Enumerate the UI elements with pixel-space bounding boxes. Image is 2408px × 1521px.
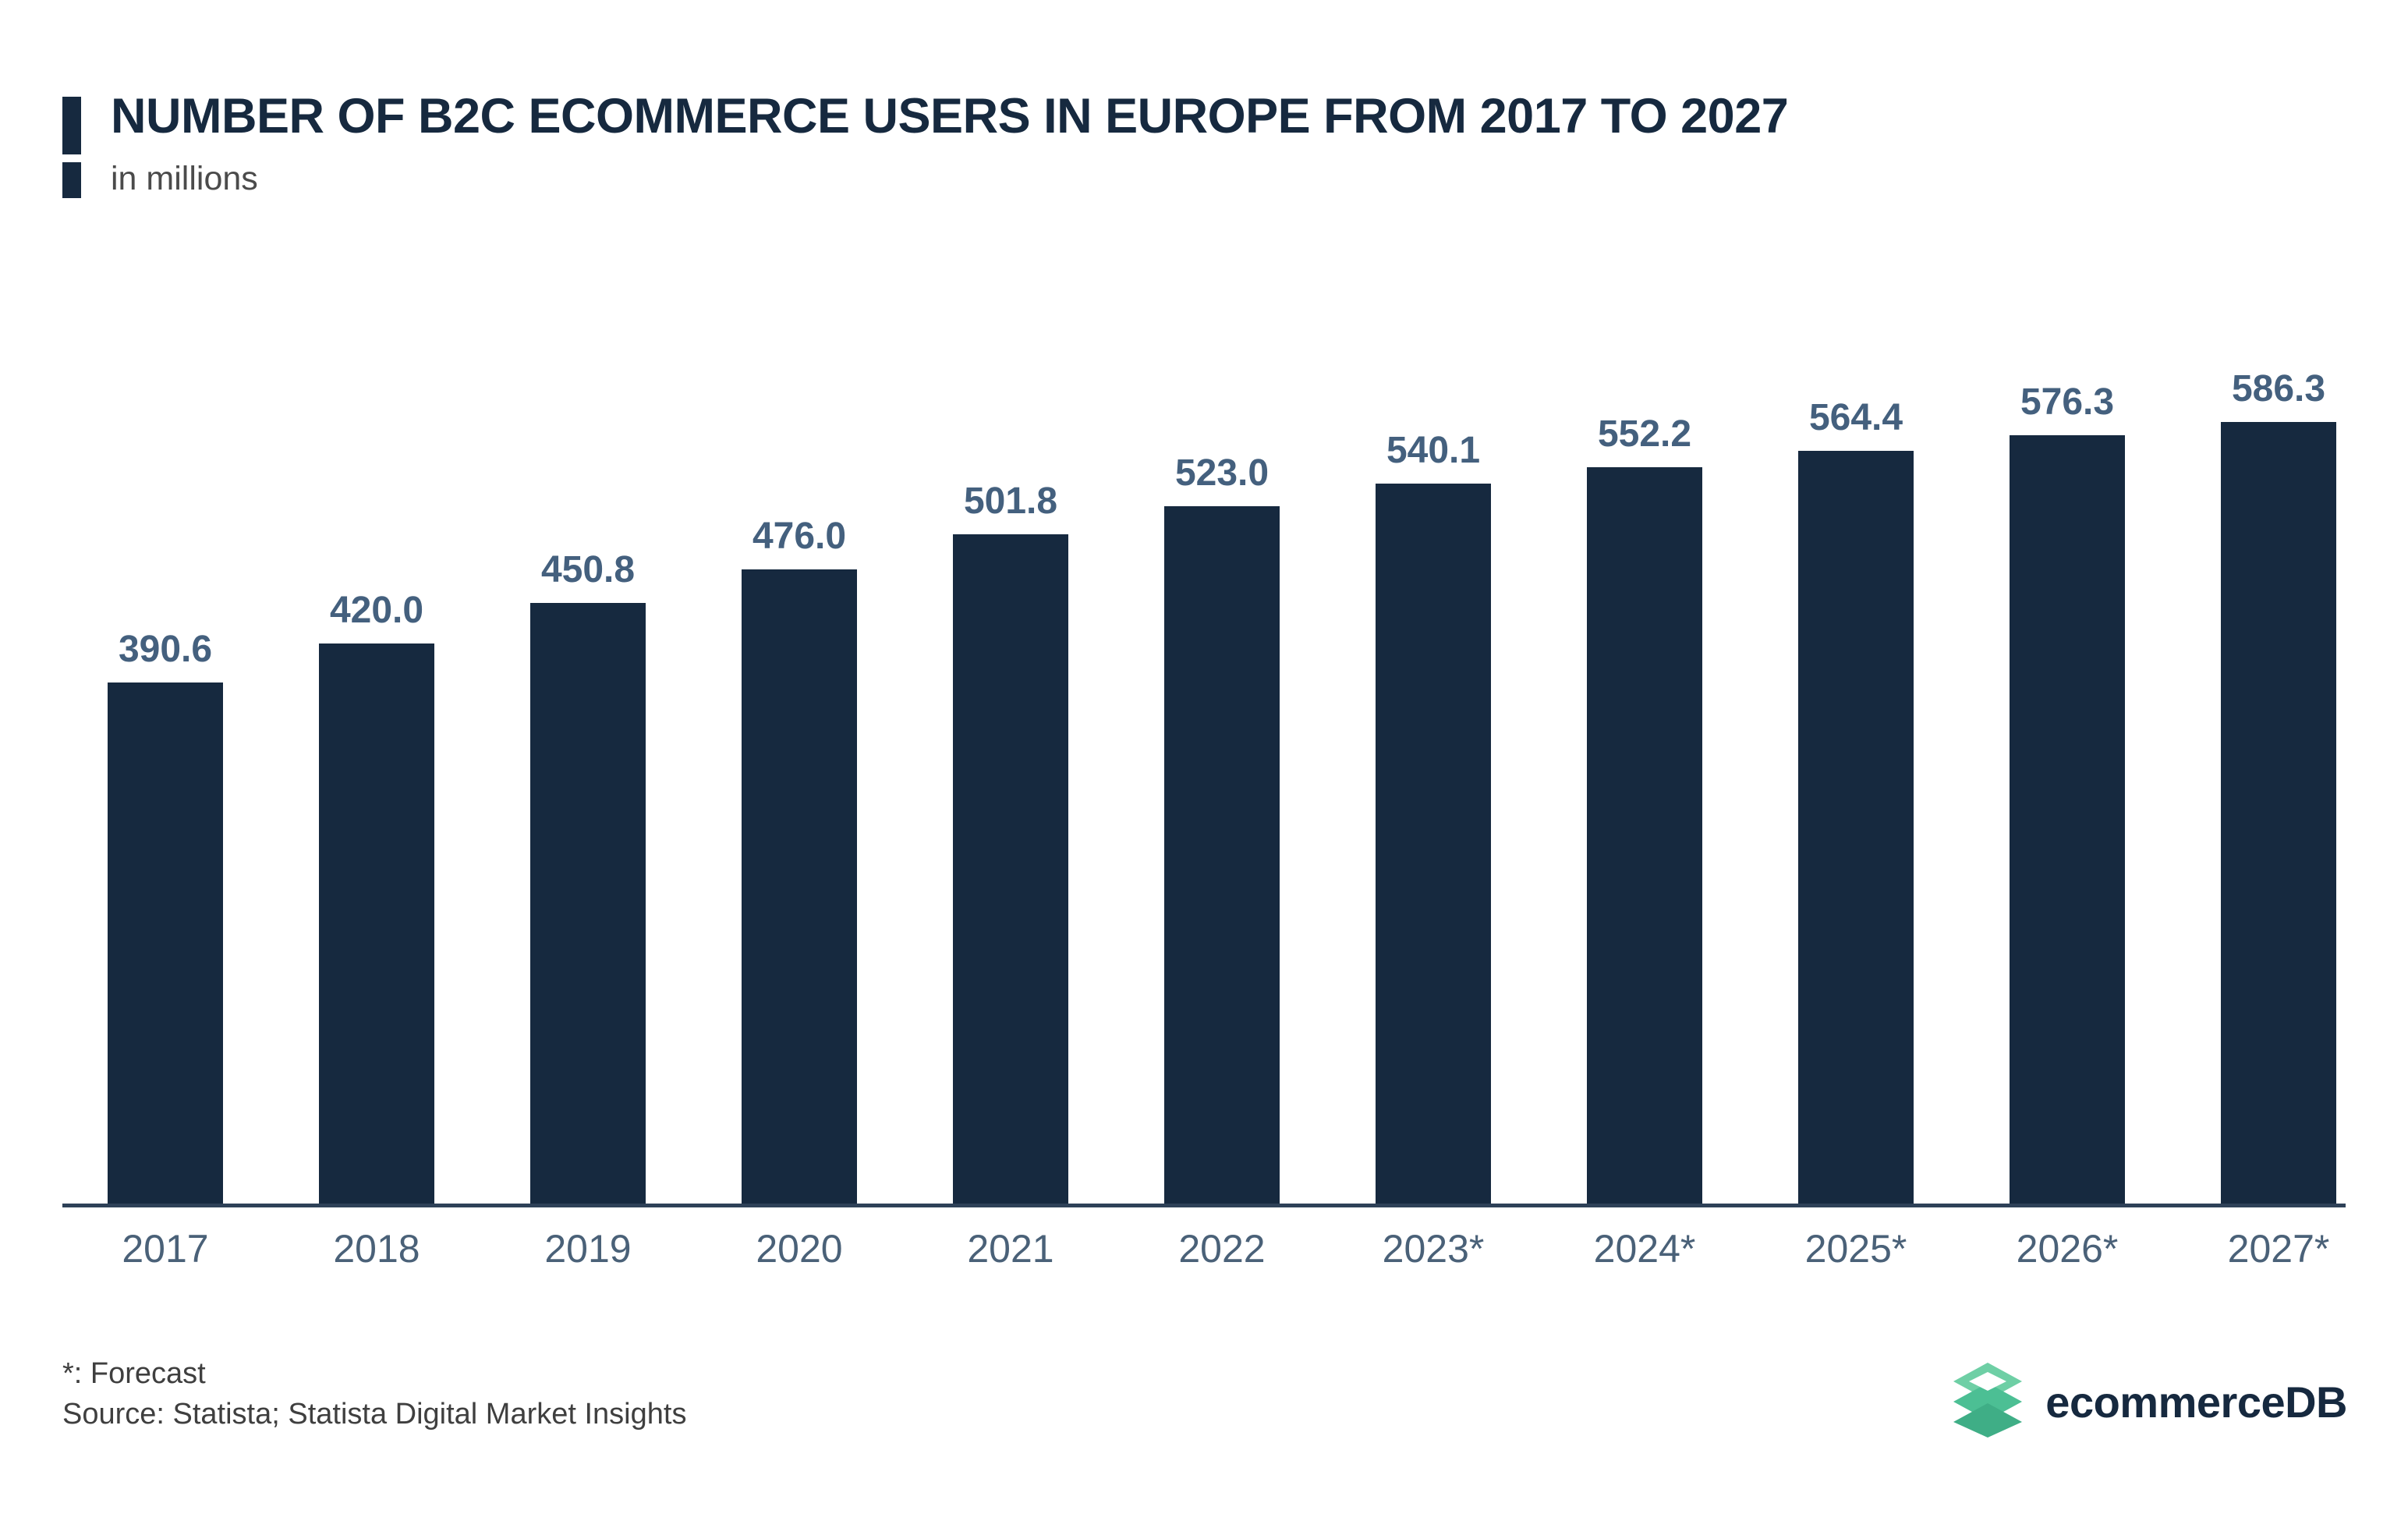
source-note: Source: Statista; Statista Digital Marke… <box>62 1398 687 1431</box>
tick-label-2018: 2018 <box>333 1227 420 1271</box>
tick-label-2026-forecast: 2026* <box>2016 1227 2119 1271</box>
bar-value-label: 420.0 <box>329 590 424 632</box>
forecast-note: *: Forecast <box>62 1357 206 1390</box>
title-accent-bar <box>62 97 81 154</box>
bar-rect <box>2010 435 2125 1204</box>
bar-rect <box>530 602 646 1204</box>
bar-2021: 501.8 <box>953 483 1068 1204</box>
bar-value-label: 576.3 <box>2020 381 2115 424</box>
bar-value-label: 564.4 <box>1808 397 1903 439</box>
tick-label-2023-forecast: 2023* <box>1382 1227 1485 1271</box>
tick-label-2020: 2020 <box>756 1227 843 1271</box>
tick-label-2019: 2019 <box>544 1227 632 1271</box>
bar-rect <box>2221 422 2336 1204</box>
bar-2020: 476.0 <box>742 517 857 1204</box>
tick-label-2027-forecast: 2027* <box>2227 1227 2330 1271</box>
title-row: NUMBER OF B2C ECOMMERCE USERS IN EUROPE … <box>62 92 2346 154</box>
bar-value-label: 501.8 <box>963 480 1058 523</box>
bar-value-label: 390.6 <box>118 629 213 671</box>
bar-2023-forecast: 540.1 <box>1376 431 1491 1204</box>
bar-value-label: 586.3 <box>2231 368 2326 410</box>
bar-rect <box>1376 483 1491 1204</box>
tick-label-2025-forecast: 2025* <box>1804 1227 1907 1271</box>
chart-subtitle: in millions <box>111 160 258 197</box>
bar-value-label: 523.0 <box>1174 452 1270 495</box>
bar-2026-forecast: 576.3 <box>2010 384 2125 1204</box>
bar-2027-forecast: 586.3 <box>2221 370 2336 1204</box>
bar-2018: 420.0 <box>319 592 434 1204</box>
tick-label-2024-forecast: 2024* <box>1593 1227 1696 1271</box>
bar-rect <box>1164 506 1280 1204</box>
bar-rect <box>953 534 1068 1204</box>
bar-value-label: 476.0 <box>752 515 847 557</box>
tick-label-2021: 2021 <box>967 1227 1054 1271</box>
subtitle-row: in millions <box>62 162 2346 198</box>
bar-rect <box>1798 451 1914 1204</box>
bar-2019: 450.8 <box>530 551 646 1204</box>
bar-value-label: 540.1 <box>1386 429 1481 471</box>
bar-rect <box>319 644 434 1204</box>
bar-rect <box>742 569 857 1204</box>
tick-label-2022: 2022 <box>1178 1227 1266 1271</box>
subtitle-accent-bar <box>62 162 81 198</box>
page-title: NUMBER OF B2C ECOMMERCE USERS IN EUROPE … <box>111 89 1789 144</box>
footer-notes: *: Forecast Source: Statista; Statista D… <box>62 1353 686 1435</box>
bar-2017: 390.6 <box>108 631 223 1204</box>
layers-stack-icon <box>1950 1360 2025 1445</box>
ecommercedb-logo: ecommerceDB <box>1950 1360 2347 1445</box>
chart-header: NUMBER OF B2C ECOMMERCE USERS IN EUROPE … <box>62 92 2346 198</box>
bar-rect <box>108 682 223 1204</box>
bar-value-label: 450.8 <box>540 548 636 590</box>
x-axis-line <box>62 1204 2346 1207</box>
bar-2024-forecast: 552.2 <box>1587 416 1702 1204</box>
tick-label-2017: 2017 <box>122 1227 209 1271</box>
logo-wordmark: ecommerceDB <box>2045 1377 2347 1427</box>
bar-value-label: 552.2 <box>1597 413 1692 456</box>
bar-2025-forecast: 564.4 <box>1798 399 1914 1204</box>
bar-2022: 523.0 <box>1164 455 1280 1204</box>
bar-rect <box>1587 467 1702 1204</box>
